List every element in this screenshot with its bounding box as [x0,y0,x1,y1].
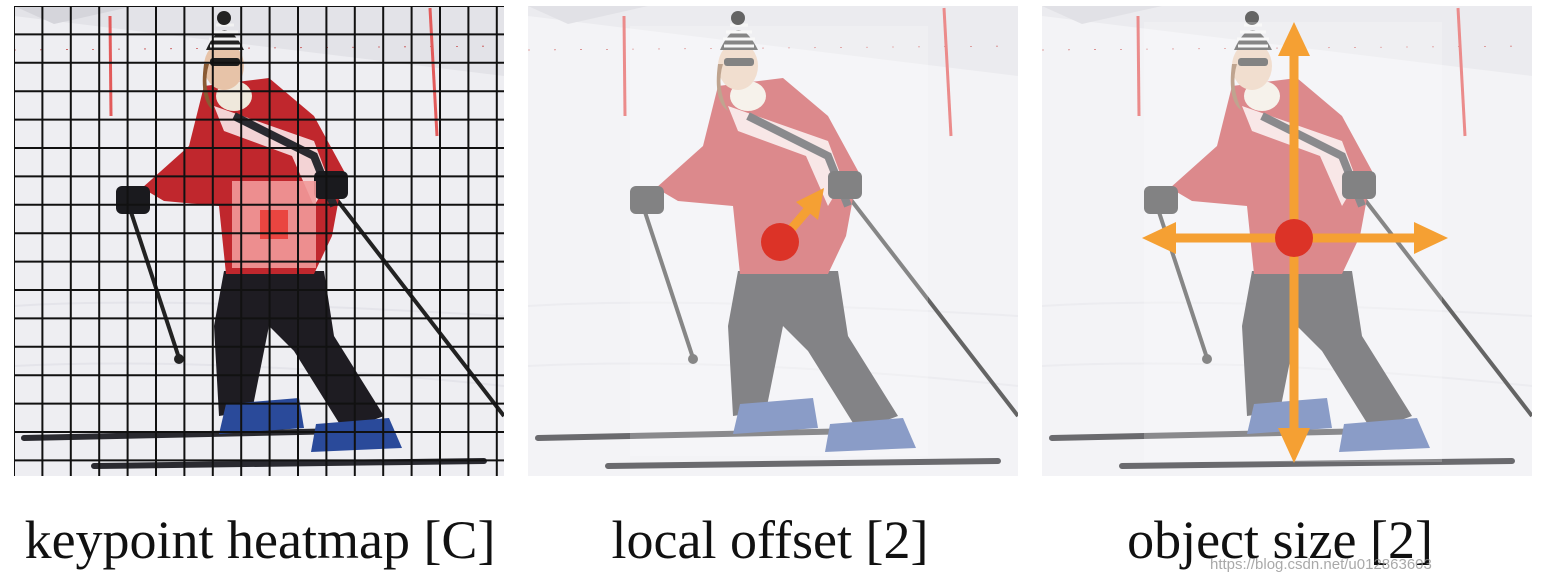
watermark: https://blog.csdn.net/u012863603 [1210,556,1432,573]
caption-local-offset: local offset [2] [611,510,929,570]
skier-image [528,6,1018,476]
center-point [1275,219,1313,257]
arrow-head-right [1414,222,1448,254]
caption-object-size: object size [2] [1127,510,1433,570]
arrow-head-up [1278,22,1310,56]
center-point [761,223,799,261]
offset-arrow-head [796,188,824,220]
skier-image [1042,6,1532,476]
heatmap-cell-strong [260,210,288,239]
arrow-head-down [1278,428,1310,463]
keypoint-heatmap-panel [14,6,504,476]
caption-keypoint-heatmap: keypoint heatmap [C] [24,510,496,570]
skier-image [14,6,504,476]
object-size-panel [1042,6,1532,476]
arrow-head-left [1142,222,1176,254]
grid-overlay [14,6,504,476]
local-offset-panel [528,6,1018,476]
